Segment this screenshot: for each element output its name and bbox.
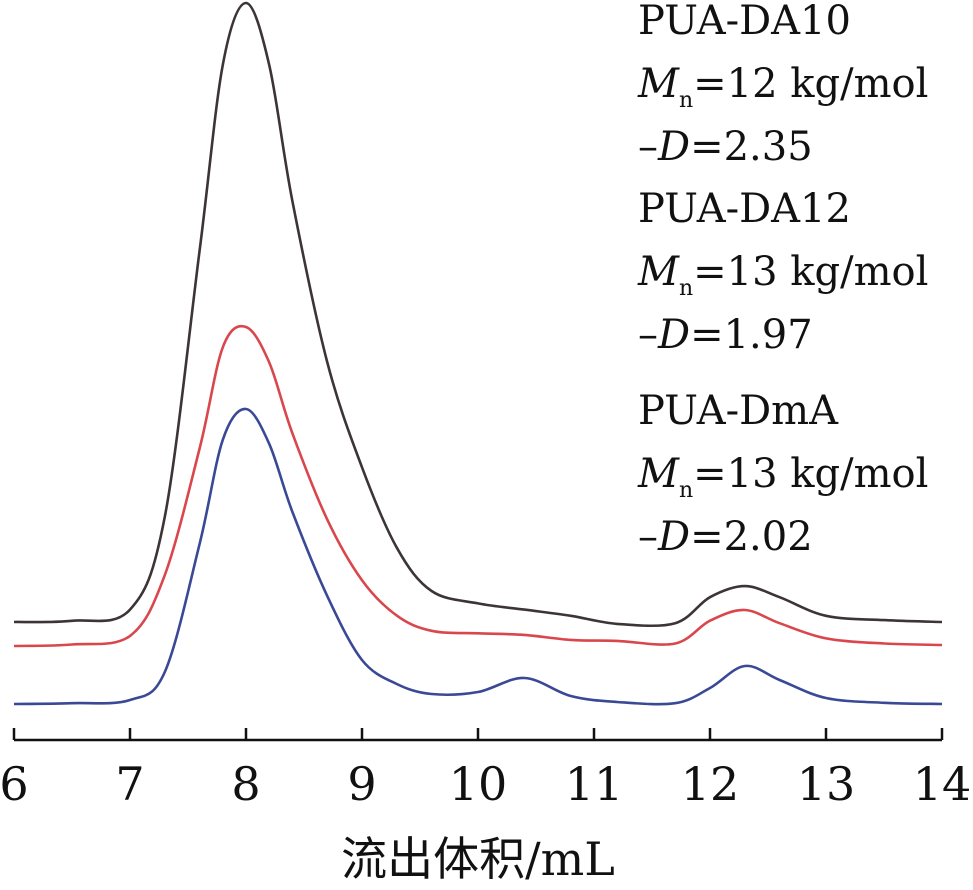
annotation-name: PUA-DmA xyxy=(638,388,839,434)
series-line-pua-da12 xyxy=(13,324,943,648)
x-tick-label: 6 xyxy=(0,757,29,811)
annotation-pua-da12: PUA-DA12 Mn=13 kg/mol –D=1.97 xyxy=(637,186,928,358)
chart-curves xyxy=(13,1,943,706)
annotation-mn: Mn=12 kg/mol xyxy=(637,61,928,113)
series-line-pua-dma xyxy=(13,407,943,706)
x-axis-label: 流出体积/mL xyxy=(341,832,615,886)
annotation-mn: Mn=13 kg/mol xyxy=(637,249,928,301)
x-tick-label: 9 xyxy=(347,757,376,811)
annotation-dispersity: –D=1.97 xyxy=(638,312,813,358)
x-ticks: 6 7 8 9 10 11 12 13 14 xyxy=(0,728,971,811)
annotation-dispersity: –D=2.02 xyxy=(638,514,813,560)
x-tick-label: 11 xyxy=(565,757,624,811)
annotation-pua-da10: PUA-DA10 Mn=12 kg/mol –D=2.35 xyxy=(637,0,928,170)
x-tick-label: 10 xyxy=(449,757,508,811)
annotation-name: PUA-DA10 xyxy=(638,0,851,44)
x-tick-label: 13 xyxy=(797,757,856,811)
legend-annotations: PUA-DA10 Mn=12 kg/mol –D=2.35 PUA-DA12 Mn=13… xyxy=(637,0,928,560)
series-line-pua-da10 xyxy=(13,1,943,628)
x-tick-label: 7 xyxy=(115,757,144,811)
x-tick-label: 12 xyxy=(681,757,740,811)
x-tick-label: 14 xyxy=(913,757,972,811)
annotation-dispersity: –D=2.35 xyxy=(638,124,813,170)
annotation-name: PUA-DA12 xyxy=(638,186,851,232)
annotation-mn: Mn=13 kg/mol xyxy=(637,451,928,503)
annotation-pua-dma: PUA-DmA Mn=13 kg/mol –D=2.02 xyxy=(637,388,928,560)
x-tick-label: 8 xyxy=(231,757,260,811)
